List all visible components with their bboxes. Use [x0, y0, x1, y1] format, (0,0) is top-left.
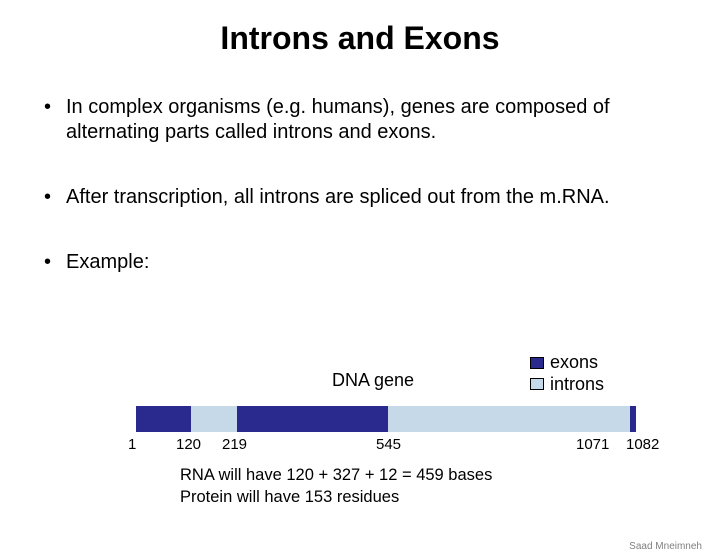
- intron-segment: [388, 406, 630, 432]
- protein-note: Protein will have 153 residues: [180, 486, 399, 508]
- rna-note: RNA will have 120 + 327 + 12 = 459 bases: [180, 464, 492, 486]
- legend-introns-label: introns: [550, 374, 604, 396]
- exon-segment: [630, 406, 636, 432]
- dna-gene-label: DNA gene: [332, 370, 414, 391]
- legend: exons introns: [530, 352, 604, 395]
- gene-bar: [136, 406, 636, 432]
- tick-219: 219: [222, 436, 247, 453]
- slide-title: Introns and Exons: [0, 20, 720, 57]
- tick-1: 1: [128, 436, 136, 453]
- exon-segment: [136, 406, 191, 432]
- exon-segment: [237, 406, 388, 432]
- legend-exons-label: exons: [550, 352, 598, 374]
- bullet-item: In complex organisms (e.g. humans), gene…: [42, 95, 680, 145]
- legend-introns: introns: [530, 374, 604, 396]
- tick-545: 545: [376, 436, 401, 453]
- bullet-item: After transcription, all introns are spl…: [42, 185, 680, 210]
- tick-120: 120: [176, 436, 201, 453]
- exon-swatch: [530, 357, 544, 369]
- intron-swatch: [530, 378, 544, 390]
- bullet-item: Example:: [42, 250, 680, 275]
- legend-exons: exons: [530, 352, 604, 374]
- intron-segment: [191, 406, 237, 432]
- bullet-list: In complex organisms (e.g. humans), gene…: [0, 95, 720, 275]
- author-footer: Saad Mneimneh: [629, 541, 702, 552]
- tick-1071: 1071: [576, 436, 609, 453]
- tick-1082: 1082: [626, 436, 659, 453]
